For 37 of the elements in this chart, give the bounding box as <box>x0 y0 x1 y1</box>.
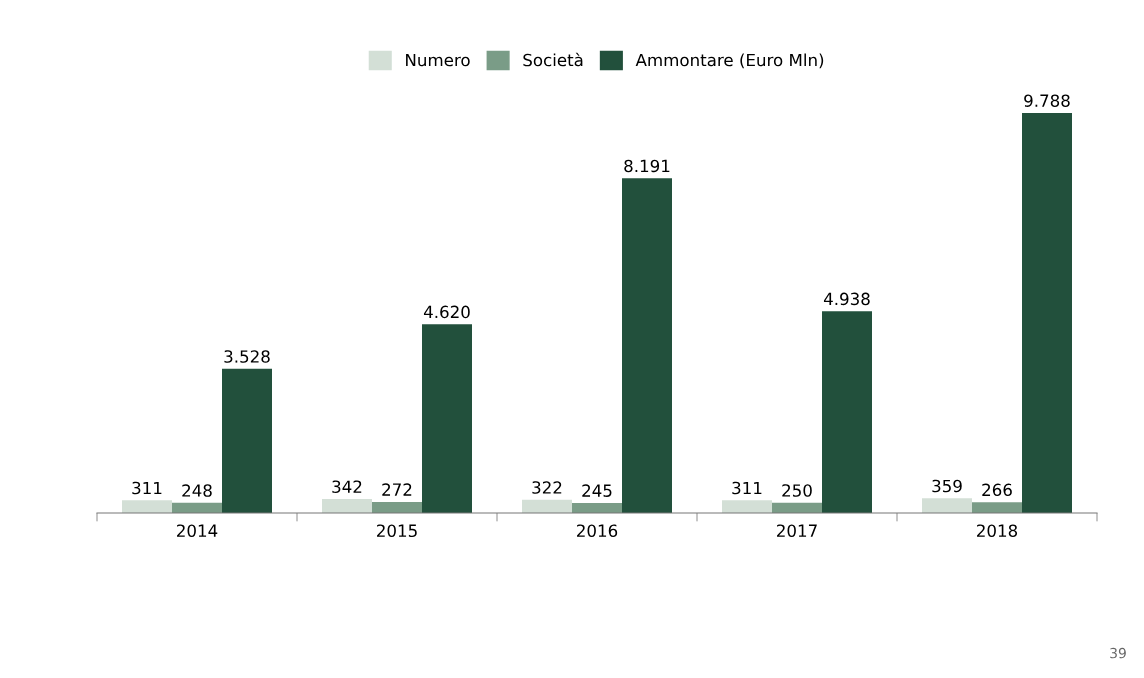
data-label: 342 <box>332 480 362 494</box>
x-tick-label: 2017 <box>777 524 817 538</box>
data-label: 272 <box>382 483 412 496</box>
bar <box>1022 113 1072 513</box>
data-label: 322 <box>532 481 562 494</box>
bar <box>622 178 672 513</box>
legend-label: Numero <box>406 53 470 67</box>
data-label: 311 <box>732 481 762 495</box>
bar <box>922 498 972 513</box>
x-tick-label: 2016 <box>577 524 618 538</box>
data-label: 248 <box>182 484 212 497</box>
data-label: 3.528 <box>224 350 270 363</box>
data-label: 4.938 <box>823 292 870 306</box>
data-label: 8.191 <box>624 159 670 173</box>
data-label: 250 <box>782 484 812 497</box>
data-label: 266 <box>982 483 1012 497</box>
bar <box>422 324 472 513</box>
x-tick-label: 2015 <box>377 524 417 538</box>
data-label: 359 <box>932 479 962 493</box>
bar <box>572 502 622 513</box>
bar <box>822 311 872 513</box>
bar <box>972 502 1022 513</box>
bar <box>522 499 572 513</box>
text: 39 <box>1110 647 1126 659</box>
legend-label: Ammontare (Euro Mln) <box>635 53 824 69</box>
bar <box>222 368 272 513</box>
x-tick-label: 2018 <box>977 524 1018 538</box>
bar <box>322 499 372 513</box>
data-label: 245 <box>582 484 612 497</box>
data-label: 9.788 <box>1024 94 1070 107</box>
data-label: 311 <box>132 481 162 495</box>
bar <box>122 500 172 513</box>
x-tick-label: 2014 <box>177 524 218 538</box>
data-label: 4.620 <box>423 305 470 319</box>
bar <box>372 501 422 513</box>
legend-label: Società <box>523 52 583 67</box>
bar <box>722 500 772 513</box>
